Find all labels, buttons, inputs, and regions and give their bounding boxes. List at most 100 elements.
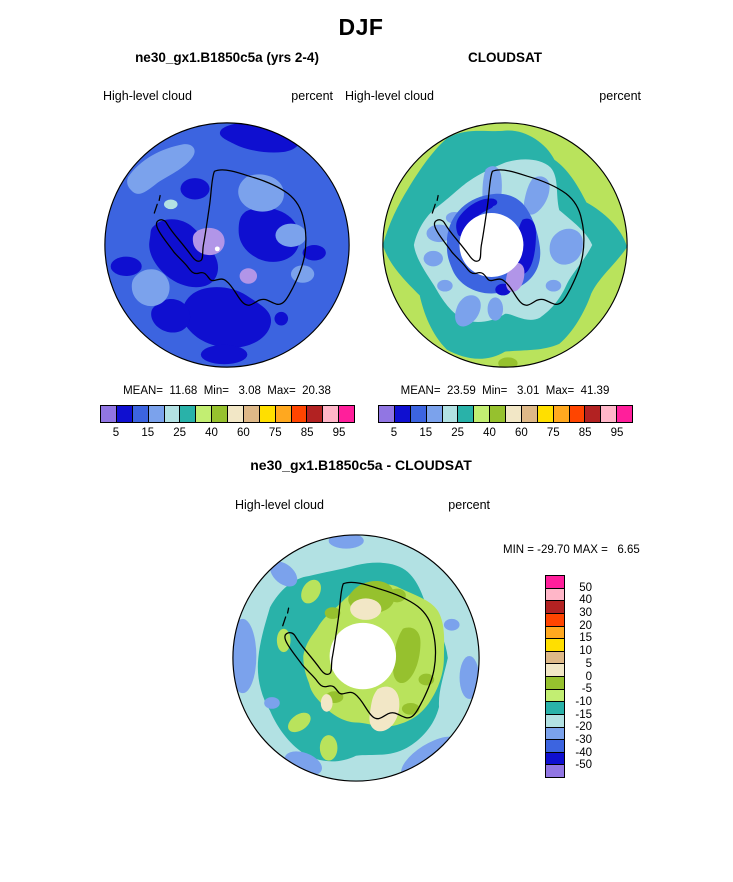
colorbar-segment: [616, 406, 632, 422]
colorbar-tick-label: 50: [579, 581, 592, 594]
colorbar-tick-label: 95: [332, 427, 346, 439]
colorbar-segment: [147, 406, 164, 422]
colorbar-segment: [546, 701, 564, 714]
obs-olive-rim-spot: [498, 357, 518, 368]
colorbar-segment: [536, 406, 553, 422]
colorbar-tick-label: -10: [575, 695, 592, 708]
model-pale-cyan-spot: [164, 199, 178, 210]
colorbar-segment: [546, 625, 564, 639]
colorbar-segment: [441, 406, 458, 422]
colorbar-segment: [546, 726, 564, 740]
colorbar-segment: [457, 406, 474, 422]
colorbar-segment: [409, 406, 426, 422]
colorbar-tick-label: 75: [546, 427, 560, 439]
model-light-blue-contours: [127, 144, 315, 307]
diff-olive-contours: [324, 580, 435, 715]
model-stats: MEAN= 11.68 Min= 3.08 Max= 20.38: [123, 385, 331, 397]
colorbar-tick-label: 15: [579, 632, 592, 645]
colorbar-tick-label: 85: [578, 427, 592, 439]
diff-variable-row: High-level cloud percent: [235, 498, 490, 512]
model-min-dot: [214, 246, 220, 252]
colorbar-segment: [568, 406, 585, 422]
diff-beige-contours: [320, 598, 400, 732]
obs-stats: MEAN= 23.59 Min= 3.01 Max= 41.39: [400, 385, 610, 397]
colorbar-segment: [546, 650, 564, 664]
colorbar-tick-label: 15: [141, 427, 155, 439]
colorbar-tick-label: -30: [575, 733, 592, 746]
model-map-boundary: [104, 122, 350, 368]
colorbar-segment: [195, 406, 212, 422]
colorbar-tick-label: 10: [579, 645, 592, 658]
colorbar-segment: [101, 406, 116, 422]
diff-variable-label: High-level cloud: [235, 498, 324, 512]
obs-variable-label: High-level cloud: [345, 89, 434, 103]
colorbar-segment: [552, 406, 569, 422]
colorbar-segment: [546, 576, 564, 588]
diff-colorbar: [545, 575, 565, 778]
colorbar-tick-label: -20: [575, 721, 592, 734]
colorbar-segment: [489, 406, 505, 422]
obs-polar-data-void: [459, 213, 524, 277]
colorbar-segment: [546, 612, 564, 626]
colorbar-segment: [322, 406, 339, 422]
colorbar-tick-label: 40: [579, 594, 592, 607]
colorbar-tick-label: -15: [575, 708, 592, 721]
colorbar-segment: [338, 406, 354, 422]
colorbar-segment: [473, 406, 490, 422]
colorbar-segment: [546, 638, 564, 651]
colorbar-segment: [274, 406, 291, 422]
diff-units-label: percent: [448, 498, 490, 512]
model-colorbar: [100, 405, 355, 423]
colorbar-segment: [600, 406, 617, 422]
colorbar-segment: [393, 406, 410, 422]
colorbar-segment: [379, 406, 394, 422]
obs-map: [382, 122, 628, 368]
diff-polar-data-void: [329, 622, 397, 690]
model-units-label: percent: [291, 89, 333, 103]
colorbar-segment: [546, 751, 564, 765]
colorbar-segment: [179, 406, 196, 422]
colorbar-segment: [546, 764, 564, 777]
colorbar-segment: [546, 713, 564, 727]
obs-map-boundary: [382, 122, 628, 368]
figure-title: DJF: [338, 14, 384, 40]
colorbar-segment: [546, 688, 564, 702]
colorbar-tick-label: -5: [581, 683, 592, 696]
obs-colorbar: [378, 405, 633, 423]
colorbar-tick-label: -40: [575, 746, 592, 759]
colorbar-tick-label: 5: [585, 657, 592, 670]
colorbar-tick-label: 40: [483, 427, 496, 439]
model-colorbar-ticks: 5 15 25 40 60 75 85 95: [100, 427, 355, 443]
colorbar-tick-label: 95: [610, 427, 624, 439]
colorbar-segment: [520, 406, 537, 422]
colorbar-tick-label: 5: [390, 427, 398, 439]
diff-colorbar-ticks: 50 40 30 20 15 10 5 0 -5 -10 -15 -20 -30 -40 -50: [566, 575, 592, 778]
colorbar-tick-label: 40: [205, 427, 218, 439]
model-variable-label: High-level cloud: [103, 89, 192, 103]
colorbar-segment: [211, 406, 227, 422]
colorbar-segment: [258, 406, 275, 422]
colorbar-segment: [546, 676, 564, 689]
diff-panel-title: ne30_gx1.B1850c5a - CLOUDSAT: [250, 457, 472, 473]
colorbar-segment: [115, 406, 132, 422]
colorbar-segment: [163, 406, 180, 422]
colorbar-segment: [425, 406, 442, 422]
colorbar-tick-label: 30: [579, 607, 592, 620]
colorbar-segment: [131, 406, 148, 422]
diff-map-boundary: [232, 534, 480, 782]
colorbar-tick-label: 60: [237, 427, 250, 439]
obs-variable-row: High-level cloud percent: [345, 89, 641, 103]
colorbar-tick-label: 20: [579, 619, 592, 632]
colorbar-segment: [227, 406, 243, 422]
colorbar-tick-label: -50: [575, 759, 592, 772]
obs-colorbar-ticks: 5 15 25 40 60 75 85 95: [378, 427, 633, 443]
colorbar-segment: [546, 587, 564, 601]
colorbar-segment: [584, 406, 601, 422]
diff-stats: MIN = -29.70 MAX = 6.65: [503, 544, 640, 556]
diff-map: [232, 534, 480, 782]
colorbar-segment: [306, 406, 323, 422]
colorbar-tick-label: 75: [268, 427, 282, 439]
colorbar-tick-label: 15: [419, 427, 433, 439]
model-variable-row: High-level cloud percent: [103, 89, 333, 103]
